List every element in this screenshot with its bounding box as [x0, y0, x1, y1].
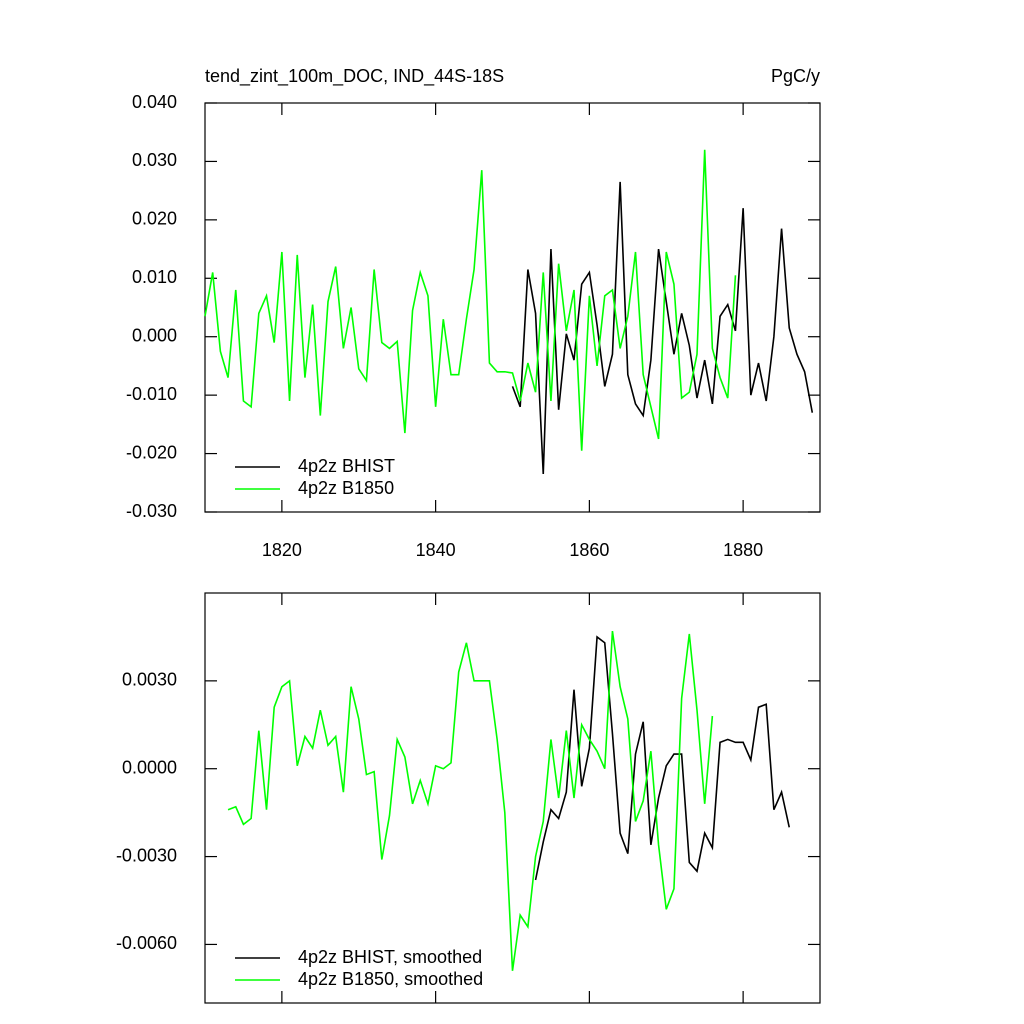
plot-frame: [204, 592, 821, 1004]
chart-title: tend_zint_100m_DOC, IND_44S-18S: [205, 66, 504, 87]
data-line: [204, 149, 737, 451]
y-tick-label: 0.0030: [122, 670, 177, 690]
units-label: PgC/y: [771, 66, 820, 86]
x-tick-label: 1860: [569, 540, 609, 560]
y-tick-label: 0.0000: [122, 757, 177, 777]
x-tick-label: 1880: [723, 540, 763, 560]
y-tick-label: -0.020: [126, 442, 177, 462]
legend-label: 4p2z BHIST: [298, 456, 395, 476]
x-tick-label: 1840: [416, 540, 456, 560]
y-tick-label: 0.000: [132, 325, 177, 345]
data-line: [511, 181, 814, 475]
y-tick-label: -0.0030: [116, 845, 177, 865]
plot-frame: [204, 102, 821, 513]
y-tick-label: 0.020: [132, 209, 177, 229]
legend-label: 4p2z BHIST, smoothed: [298, 947, 482, 967]
y-tick-label: -0.0060: [116, 933, 177, 953]
y-tick-label: 0.010: [132, 267, 177, 287]
data-line: [534, 635, 791, 881]
x-tick-label: 1820: [262, 540, 302, 560]
y-tick-label: -0.010: [126, 384, 177, 404]
y-tick-label: 0.040: [132, 92, 177, 112]
legend-label: 4p2z B1850: [298, 478, 394, 498]
legend-label: 4p2z B1850, smoothed: [298, 969, 483, 989]
y-tick-label: -0.030: [126, 501, 177, 521]
y-tick-label: 0.030: [132, 150, 177, 170]
data-line: [227, 630, 714, 971]
